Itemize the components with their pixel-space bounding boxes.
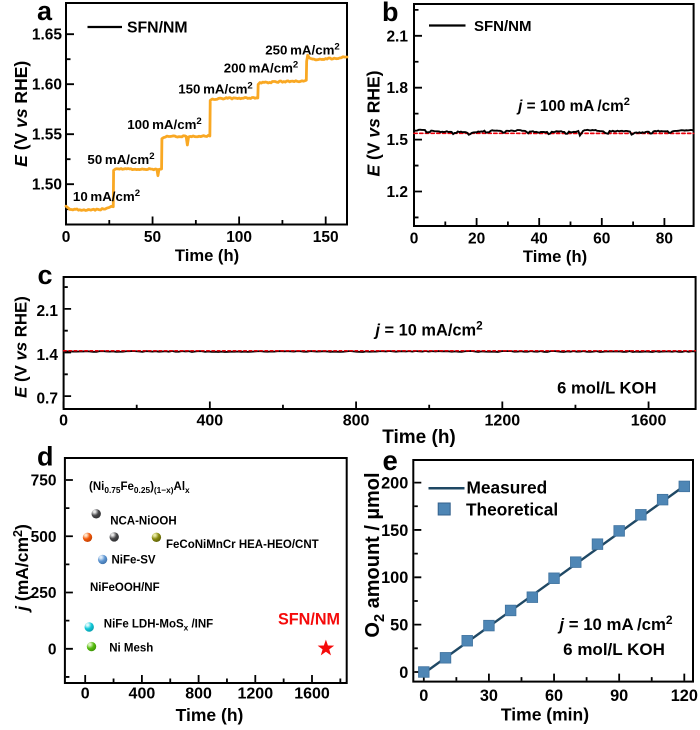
- svg-text:O2 amount / µmol: O2 amount / µmol: [362, 472, 388, 637]
- svg-text:0: 0: [399, 664, 408, 682]
- svg-text:200: 200: [381, 474, 408, 492]
- svg-text:j (mA/cm2): j (mA/cm2): [11, 524, 32, 613]
- svg-text:NiFeOOH/NF: NiFeOOH/NF: [90, 582, 160, 594]
- svg-text:10 mA/cm2: 10 mA/cm2: [73, 188, 140, 204]
- svg-text:1.60: 1.60: [32, 77, 62, 94]
- svg-text:j = 10 mA /cm2: j = 10 mA /cm2: [557, 613, 672, 634]
- svg-text:1.55: 1.55: [32, 127, 63, 144]
- svg-text:j = 10 mA/cm2: j = 10 mA/cm2: [373, 319, 483, 340]
- svg-text:90: 90: [610, 687, 628, 705]
- svg-text:2.1: 2.1: [36, 303, 58, 320]
- svg-text:120: 120: [671, 687, 698, 705]
- svg-text:250: 250: [31, 585, 57, 602]
- svg-text:a: a: [37, 0, 53, 26]
- svg-text:0: 0: [48, 641, 57, 658]
- svg-text:1600: 1600: [294, 686, 330, 703]
- svg-text:j = 100 mA /cm2: j = 100 mA /cm2: [516, 96, 630, 115]
- svg-text:100: 100: [226, 229, 252, 246]
- svg-text:NiFe LDH-MoSx​ /INF: NiFe LDH-MoSx​ /INF: [104, 619, 213, 633]
- svg-text:0: 0: [81, 686, 90, 703]
- svg-text:2.1: 2.1: [386, 28, 408, 45]
- svg-text:0: 0: [419, 687, 428, 705]
- svg-text:Measured: Measured: [467, 478, 548, 498]
- svg-text:50: 50: [390, 616, 408, 634]
- svg-text:100 mA/cm2: 100 mA/cm2: [127, 116, 202, 132]
- svg-text:1200: 1200: [238, 686, 274, 703]
- svg-text:50 mA/cm2: 50 mA/cm2: [87, 151, 154, 167]
- svg-text:Time (h): Time (h): [175, 246, 239, 265]
- svg-text:60: 60: [545, 687, 563, 705]
- svg-text:40: 40: [531, 231, 548, 248]
- svg-text:0: 0: [59, 413, 68, 430]
- svg-text:SFN/NM: SFN/NM: [278, 611, 340, 629]
- svg-text:0: 0: [410, 231, 419, 248]
- svg-text:E (V vs RHE): E (V vs RHE): [12, 296, 31, 398]
- svg-text:d: d: [37, 442, 54, 472]
- svg-text:1200: 1200: [485, 413, 521, 430]
- svg-text:1600: 1600: [631, 413, 667, 430]
- svg-text:NCA-NiOOH: NCA-NiOOH: [110, 516, 176, 528]
- svg-text:200 mA/cm2: 200 mA/cm2: [224, 60, 299, 76]
- svg-text:E (V vs RHE): E (V vs RHE): [364, 70, 384, 176]
- svg-text:0.7: 0.7: [36, 390, 58, 407]
- svg-text:1.5: 1.5: [386, 132, 408, 149]
- svg-text:b: b: [382, 0, 399, 27]
- svg-text:400: 400: [129, 686, 156, 703]
- svg-text:80: 80: [656, 231, 673, 248]
- svg-text:(Ni0.75​Fe0.25​)(1−x)​Alx​: (Ni0.75​Fe0.25​)(1−x)​Alx​: [89, 481, 190, 495]
- svg-text:6 mol/L KOH: 6 mol/L KOH: [557, 379, 656, 398]
- svg-text:0: 0: [62, 229, 71, 246]
- svg-text:NiFe-SV: NiFe-SV: [112, 555, 156, 567]
- svg-text:E (V vs RHE): E (V vs RHE): [11, 61, 31, 167]
- svg-text:500: 500: [31, 529, 57, 546]
- svg-text:1.8: 1.8: [386, 80, 408, 97]
- svg-text:800: 800: [185, 686, 212, 703]
- svg-text:SFN/NM: SFN/NM: [127, 20, 188, 37]
- svg-text:60: 60: [593, 231, 610, 248]
- svg-text:100: 100: [381, 569, 408, 587]
- svg-text:Time (h): Time (h): [382, 427, 456, 448]
- svg-text:FeCoNiMnCr HEA-HEO/CNT: FeCoNiMnCr HEA-HEO/CNT: [166, 539, 319, 551]
- svg-text:150: 150: [381, 522, 408, 540]
- svg-text:1.50: 1.50: [32, 177, 62, 194]
- svg-text:c: c: [38, 260, 53, 290]
- svg-text:e: e: [383, 445, 398, 476]
- svg-text:150: 150: [313, 229, 339, 246]
- svg-text:Theoretical: Theoretical: [466, 500, 558, 520]
- svg-text:150 mA/cm2: 150 mA/cm2: [178, 81, 253, 97]
- svg-text:750: 750: [31, 472, 57, 489]
- svg-text:400: 400: [196, 413, 223, 430]
- svg-text:Time (h): Time (h): [176, 705, 244, 725]
- svg-text:6 mol/L KOH: 6 mol/L KOH: [563, 640, 665, 659]
- svg-text:1.4: 1.4: [36, 347, 58, 364]
- svg-text:Time (h): Time (h): [523, 247, 587, 266]
- svg-text:Time (min): Time (min): [501, 705, 589, 725]
- svg-text:30: 30: [480, 687, 498, 705]
- svg-text:800: 800: [343, 413, 370, 430]
- svg-text:1.65: 1.65: [32, 27, 63, 44]
- svg-text:250 mA/cm2: 250 mA/cm2: [265, 42, 340, 58]
- svg-text:1.2: 1.2: [386, 184, 408, 201]
- svg-text:50: 50: [144, 229, 161, 246]
- svg-text:Ni Mesh: Ni Mesh: [109, 643, 153, 655]
- svg-text:SFN/NM: SFN/NM: [474, 18, 532, 35]
- svg-text:20: 20: [468, 231, 485, 248]
